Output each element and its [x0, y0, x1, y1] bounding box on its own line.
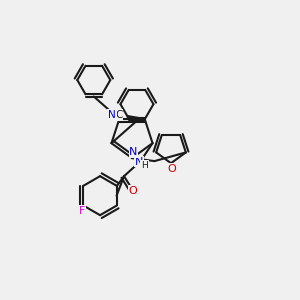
Text: N: N: [135, 157, 143, 167]
Text: N: N: [129, 147, 138, 157]
Text: H: H: [141, 161, 148, 170]
Text: O: O: [129, 186, 137, 196]
Text: N: N: [108, 110, 116, 120]
Text: O: O: [167, 164, 176, 174]
Text: C: C: [115, 110, 122, 120]
Text: F: F: [79, 206, 85, 216]
